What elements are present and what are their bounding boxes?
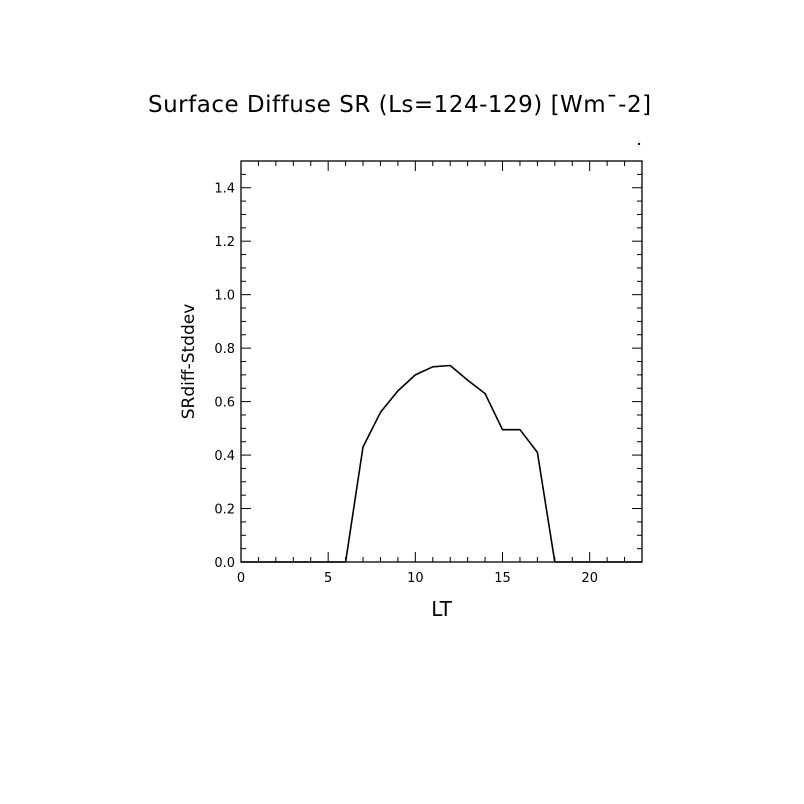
series-group — [241, 364, 642, 563]
x-tick-label: 5 — [324, 571, 332, 586]
x-tick-label: 0 — [237, 571, 245, 586]
minor-ticks — [241, 160, 643, 562]
chart-title: Surface Diffuse SR (Ls=124-129) [Wm¯-2] — [148, 92, 652, 118]
x-tick-label: 10 — [407, 571, 424, 586]
x-tick-label: 20 — [581, 571, 598, 586]
y-tick-label: 1.2 — [214, 235, 235, 250]
x-tick-labels: 0 5 10 15 20 — [237, 571, 598, 586]
y-tick-label: 0.4 — [214, 449, 235, 464]
major-ticks — [240, 161, 642, 563]
plot-area: 0 5 10 15 20 0.0 0.2 0.4 0.6 0.8 1.0 1.2 1.4 — [214, 160, 643, 586]
y-tick-label: 1.4 — [214, 182, 235, 197]
y-tick-labels: 0.0 0.2 0.4 0.6 0.8 1.0 1.2 1.4 — [214, 182, 235, 571]
y-tick-label: 0.6 — [214, 396, 235, 411]
x-axis-label: LT — [431, 597, 452, 621]
y-axis-label: SRdiff-Stddev — [179, 304, 199, 420]
y-tick-label: 0.0 — [214, 556, 235, 571]
y-tick-label: 0.8 — [214, 342, 235, 357]
x-tick-label: 15 — [494, 571, 511, 586]
y-tick-label: 0.2 — [214, 503, 235, 518]
series-line — [241, 364, 642, 563]
y-tick-label: 1.0 — [214, 289, 235, 304]
corner-dot — [637, 142, 641, 146]
